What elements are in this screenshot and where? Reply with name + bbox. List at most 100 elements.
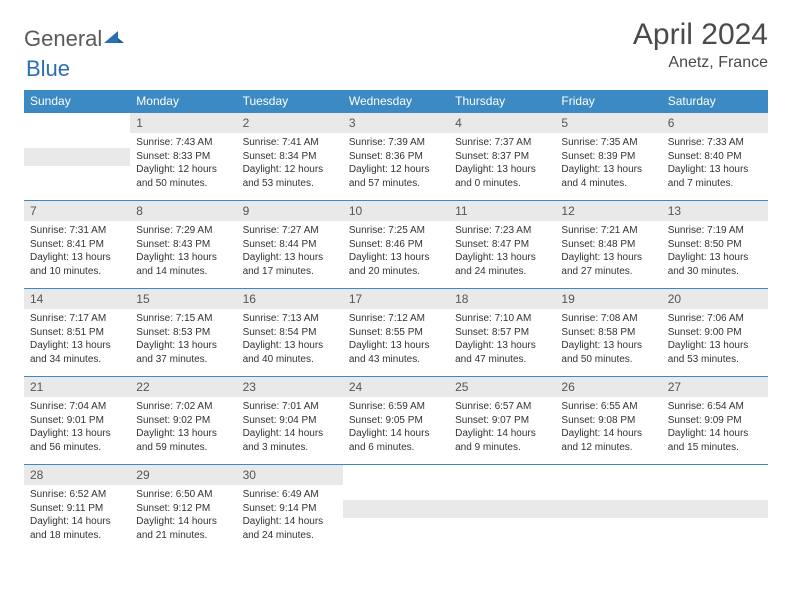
- sunset-line: Sunset: 8:33 PM: [136, 150, 230, 164]
- logo-triangle-icon: [104, 29, 124, 50]
- sunrise-line: Sunrise: 6:54 AM: [668, 400, 762, 414]
- day-number: 23: [237, 377, 343, 397]
- day-number: 24: [343, 377, 449, 397]
- day-body: Sunrise: 7:06 AMSunset: 9:00 PMDaylight:…: [662, 309, 768, 370]
- day-body: Sunrise: 7:12 AMSunset: 8:55 PMDaylight:…: [343, 309, 449, 370]
- day-body: Sunrise: 7:33 AMSunset: 8:40 PMDaylight:…: [662, 133, 768, 194]
- sunrise-line: Sunrise: 7:01 AM: [243, 400, 337, 414]
- day-cell: 28Sunrise: 6:52 AMSunset: 9:11 PMDayligh…: [24, 465, 130, 553]
- sunset-line: Sunset: 8:34 PM: [243, 150, 337, 164]
- day-cell: 10Sunrise: 7:25 AMSunset: 8:46 PMDayligh…: [343, 201, 449, 289]
- daylight-line: Daylight: 13 hours and 20 minutes.: [349, 251, 443, 278]
- day-number: 10: [343, 201, 449, 221]
- day-cell: 23Sunrise: 7:01 AMSunset: 9:04 PMDayligh…: [237, 377, 343, 465]
- day-header: Monday: [130, 90, 236, 113]
- daylight-line: Daylight: 14 hours and 24 minutes.: [243, 515, 337, 542]
- sunset-line: Sunset: 9:11 PM: [30, 502, 124, 516]
- day-cell: 8Sunrise: 7:29 AMSunset: 8:43 PMDaylight…: [130, 201, 236, 289]
- sunrise-line: Sunrise: 6:52 AM: [30, 488, 124, 502]
- day-number: 2: [237, 113, 343, 133]
- sunset-line: Sunset: 9:09 PM: [668, 414, 762, 428]
- calendar-week-row: 28 Sunrise: 6:52 AMSunset: 9:11 PM Dayligh…: [24, 465, 768, 553]
- daylight-line: Daylight: 14 hours and 21 minutes.: [136, 515, 230, 542]
- sunrise-line: Sunrise: 7:29 AM: [136, 224, 230, 238]
- day-cell: 6Sunrise: 7:33 AMSunset: 8:40 PMDaylight…: [662, 113, 768, 201]
- daylight-line: Daylight: 12 hours and 50 minutes.: [136, 163, 230, 190]
- day-header: Wednesday: [343, 90, 449, 113]
- logo: General: [24, 18, 126, 52]
- sunset-line: Sunset: 9:04 PM: [243, 414, 337, 428]
- empty-day-cell: [24, 113, 130, 201]
- calendar-week-row: 21Sunrise: 7:04 AMSunset: 9:01 PMDayligh…: [24, 377, 768, 465]
- sunset-line: Sunset: 9:14 PM: [243, 502, 337, 516]
- day-body: Sunrise: 7:35 AMSunset: 8:39 PMDaylight:…: [555, 133, 661, 194]
- sunrise-line: Sunrise: 7:12 AM: [349, 312, 443, 326]
- day-cell: 18Sunrise: 7:10 AMSunset: 8:57 PMDayligh…: [449, 289, 555, 377]
- day-number: 25: [449, 377, 555, 397]
- day-body: Sunrise: 7:25 AMSunset: 8:46 PMDaylight:…: [343, 221, 449, 282]
- day-number: 21: [24, 377, 130, 397]
- day-body: Sunrise: 6:55 AMSunset: 9:08 PMDaylight:…: [555, 397, 661, 458]
- sunset-line: Sunset: 9:05 PM: [349, 414, 443, 428]
- day-body: Sunrise: 6:54 AMSunset: 9:09 PMDaylight:…: [662, 397, 768, 458]
- sunrise-line: Sunrise: 7:17 AM: [30, 312, 124, 326]
- sunrise-line: Sunrise: 7:06 AM: [668, 312, 762, 326]
- day-cell: 7Sunrise: 7:31 AMSunset: 8:41 PMDaylight…: [24, 201, 130, 289]
- sunset-line: Sunset: 8:53 PM: [136, 326, 230, 340]
- sunset-line: Sunset: 8:36 PM: [349, 150, 443, 164]
- calendar-table: SundayMondayTuesdayWednesdayThursdayFrid…: [24, 90, 768, 553]
- day-body: Sunrise: 7:31 AMSunset: 8:41 PMDaylight:…: [24, 221, 130, 282]
- day-header: Sunday: [24, 90, 130, 113]
- day-number: 28: [24, 465, 130, 485]
- sunrise-line: Sunrise: 6:49 AM: [243, 488, 337, 502]
- daylight-line: Daylight: 13 hours and 10 minutes.: [30, 251, 124, 278]
- daylight-line: Daylight: 13 hours and 34 minutes.: [30, 339, 124, 366]
- sunset-line: Sunset: 9:01 PM: [30, 414, 124, 428]
- day-number: 13: [662, 201, 768, 221]
- sunset-line: Sunset: 8:57 PM: [455, 326, 549, 340]
- logo-text-blue: Blue: [26, 56, 70, 81]
- day-number: 14: [24, 289, 130, 309]
- daylight-line: Daylight: 14 hours and 3 minutes.: [243, 427, 337, 454]
- day-number: 9: [237, 201, 343, 221]
- day-body: Sunrise: 7:41 AMSunset: 8:34 PMDaylight:…: [237, 133, 343, 194]
- sunrise-line: Sunrise: 6:57 AM: [455, 400, 549, 414]
- sunrise-line: Sunrise: 6:50 AM: [136, 488, 230, 502]
- daylight-line: Daylight: 12 hours and 53 minutes.: [243, 163, 337, 190]
- day-body: Sunrise: 6:49 AMSunset: 9:14 PMDaylight:…: [237, 485, 343, 546]
- sunset-line: Sunset: 8:51 PM: [30, 326, 124, 340]
- day-header: Tuesday: [237, 90, 343, 113]
- day-body: Sunrise: 6:59 AMSunset: 9:05 PMDaylight:…: [343, 397, 449, 458]
- day-body: Sunrise: 6:57 AMSunset: 9:07 PMDaylight:…: [449, 397, 555, 458]
- day-number: 22: [130, 377, 236, 397]
- day-number: 12: [555, 201, 661, 221]
- sunrise-line: Sunrise: 7:02 AM: [136, 400, 230, 414]
- sunset-line: Sunset: 8:46 PM: [349, 238, 443, 252]
- logo-text-gray: General: [24, 26, 102, 52]
- day-header: Friday: [555, 90, 661, 113]
- daylight-line: Daylight: 13 hours and 7 minutes.: [668, 163, 762, 190]
- day-body: Sunrise: 7:21 AMSunset: 8:48 PMDaylight:…: [555, 221, 661, 282]
- sunrise-line: Sunrise: 6:59 AM: [349, 400, 443, 414]
- day-number: 30: [237, 465, 343, 485]
- day-body: Sunrise: 7:01 AMSunset: 9:04 PMDaylight:…: [237, 397, 343, 458]
- daylight-line: Daylight: 13 hours and 37 minutes.: [136, 339, 230, 366]
- day-cell: 15Sunrise: 7:15 AMSunset: 8:53 PMDayligh…: [130, 289, 236, 377]
- daylight-line: Daylight: 13 hours and 14 minutes.: [136, 251, 230, 278]
- sunrise-line: Sunrise: 7:19 AM: [668, 224, 762, 238]
- empty-day-cell: [662, 465, 768, 553]
- month-title: April 2024: [633, 18, 768, 52]
- sunset-line: Sunset: 8:47 PM: [455, 238, 549, 252]
- sunset-line: Sunset: 9:12 PM: [136, 502, 230, 516]
- daylight-line: Daylight: 13 hours and 17 minutes.: [243, 251, 337, 278]
- day-number: 29: [130, 465, 236, 485]
- sunset-line: Sunset: 8:40 PM: [668, 150, 762, 164]
- day-number: 27: [662, 377, 768, 397]
- day-cell: 22Sunrise: 7:02 AMSunset: 9:02 PMDayligh…: [130, 377, 236, 465]
- sunrise-line: Sunrise: 7:39 AM: [349, 136, 443, 150]
- day-body: Sunrise: 7:23 AMSunset: 8:47 PMDaylight:…: [449, 221, 555, 282]
- day-number: 26: [555, 377, 661, 397]
- day-body: Sunrise: 7:43 AMSunset: 8:33 PMDaylight:…: [130, 133, 236, 194]
- day-number: 18: [449, 289, 555, 309]
- sunset-line: Sunset: 9:02 PM: [136, 414, 230, 428]
